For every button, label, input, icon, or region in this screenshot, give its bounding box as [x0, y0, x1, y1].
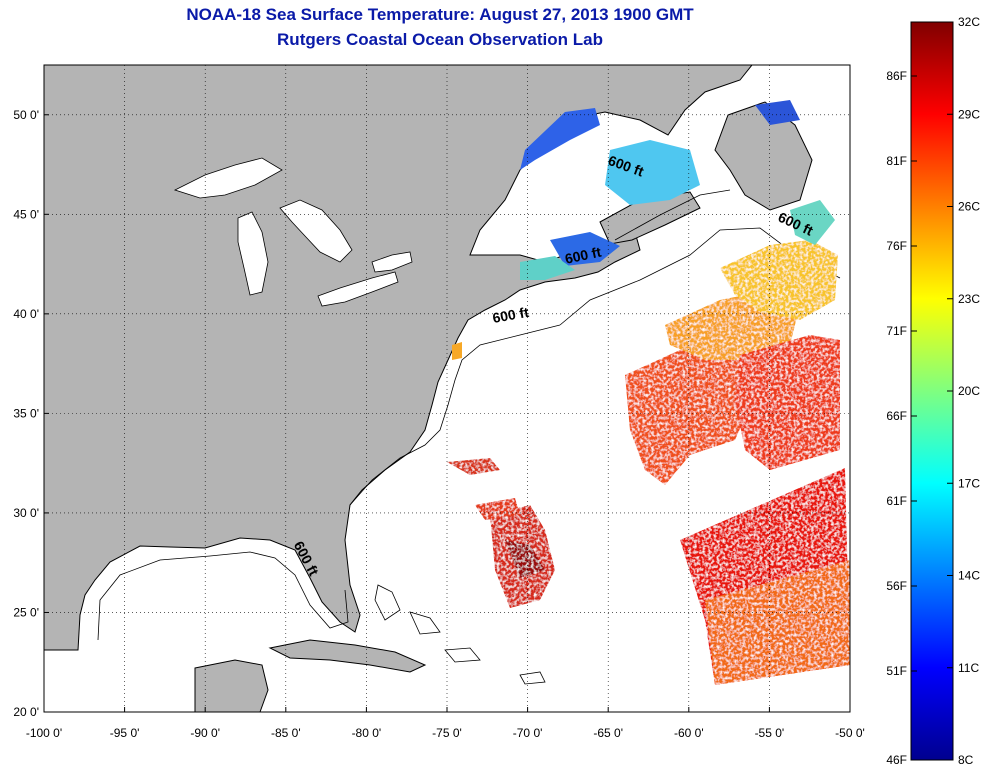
yucatan-land: [194, 659, 269, 712]
lon-tick-label: -100 0': [26, 726, 62, 740]
colorbar-label-celsius: 23C: [958, 292, 980, 306]
lat-tick-label: 45 0': [13, 207, 39, 221]
chart-subtitle: Rutgers Coastal Ocean Observation Lab: [277, 30, 603, 49]
cuba-land: [268, 639, 427, 673]
lon-tick-label: -90 0': [190, 726, 220, 740]
sst-cold-patch: [755, 100, 800, 125]
lon-tick-label: -50 0': [835, 726, 865, 740]
lat-tick-label: 25 0': [13, 605, 39, 619]
sst-data-patches: [447, 240, 850, 685]
sst-warm-patch: [452, 342, 462, 360]
lat-tick-label: 50 0': [13, 108, 39, 122]
sst-cold-patch: [520, 108, 600, 170]
sst-cold-patch: [605, 140, 700, 205]
lat-tick-label: 40 0': [13, 307, 39, 321]
colorbar-label-fahrenheit: 81F: [886, 154, 907, 168]
colorbar-label-celsius: 14C: [958, 569, 980, 583]
colorbar-label-fahrenheit: 46F: [886, 753, 907, 767]
colorbar-label-fahrenheit: 76F: [886, 239, 907, 253]
colorbar: [910, 21, 954, 761]
map-axes: -100 0' -95 0' -90 0' -85 0' -80 0' -75 0' -70…: [13, 108, 864, 740]
contour-label: 600 ft: [563, 244, 602, 267]
colorbar-label-fahrenheit: 51F: [886, 664, 907, 678]
lon-tick-label: -85 0': [271, 726, 301, 740]
depth-contour: [97, 189, 841, 641]
colorbar-label-fahrenheit: 56F: [886, 579, 907, 593]
colorbar-label-celsius: 8C: [958, 753, 974, 767]
lon-tick-label: -75 0': [432, 726, 462, 740]
lon-tick-label: -65 0': [593, 726, 623, 740]
colorbar-label-celsius: 29C: [958, 107, 980, 121]
great-lakes: [173, 157, 413, 307]
lat-tick-label: 30 0': [13, 506, 39, 520]
colorbar-label-fahrenheit: 86F: [886, 69, 907, 83]
lat-tick-label: 35 0': [13, 406, 39, 420]
lat-tick-label: 20 0': [13, 705, 39, 719]
lon-tick-label: -95 0': [110, 726, 140, 740]
colorbar-label-fahrenheit: 66F: [886, 409, 907, 423]
sst-cold-patch: [550, 232, 620, 266]
colorbar-label-fahrenheit: 71F: [886, 324, 907, 338]
colorbar-label-celsius: 20C: [958, 384, 980, 398]
colorbar-label-fahrenheit: 61F: [886, 494, 907, 508]
chart-title: NOAA-18 Sea Surface Temperature: August …: [186, 5, 694, 24]
colorbar-label-celsius: 11C: [958, 661, 979, 675]
colorbar-label-celsius: 32C: [958, 15, 980, 29]
caribbean-islands: [374, 584, 546, 685]
lon-tick-label: -70 0': [513, 726, 543, 740]
lon-tick-label: -60 0': [674, 726, 704, 740]
lon-tick-label: -55 0': [755, 726, 785, 740]
colorbar-label-celsius: 26C: [958, 200, 980, 214]
colorbar-labels: 32C 29C 26C 23C 20C 17C 14C 11C 8C 86F 81F 76F 71F 66…: [886, 15, 980, 767]
contour-label: 600 ft: [491, 304, 530, 326]
lon-tick-label: -80 0': [352, 726, 382, 740]
colorbar-label-celsius: 17C: [958, 476, 980, 490]
sst-cold-patch: [520, 256, 575, 280]
sst-cold-patch: [790, 200, 835, 245]
